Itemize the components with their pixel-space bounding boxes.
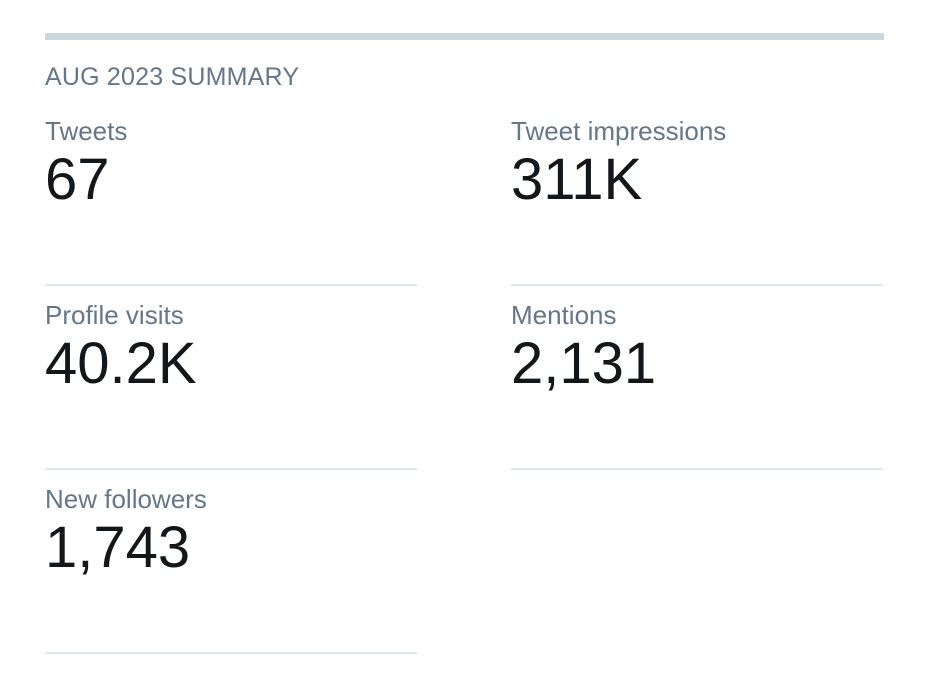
stat-value: 67 bbox=[45, 147, 110, 212]
stat-value: 311K bbox=[511, 147, 643, 212]
stat-tweet-impressions: Tweet impressions 311K bbox=[511, 110, 883, 286]
top-divider bbox=[45, 33, 884, 40]
stat-new-followers: New followers 1,743 bbox=[45, 478, 417, 654]
stat-value: 40.2K bbox=[45, 331, 197, 396]
stat-value: 2,131 bbox=[511, 331, 657, 396]
stat-profile-visits: Profile visits 40.2K bbox=[45, 294, 417, 470]
stat-label: Tweet impressions bbox=[511, 116, 727, 146]
stat-label: Mentions bbox=[511, 300, 617, 330]
stat-label: Profile visits bbox=[45, 300, 184, 330]
stat-label: New followers bbox=[45, 484, 207, 514]
summary-title: AUG 2023 SUMMARY bbox=[45, 63, 300, 91]
stat-value: 1,743 bbox=[45, 515, 191, 580]
stat-label: Tweets bbox=[45, 116, 128, 146]
summary-panel: AUG 2023 SUMMARY Tweets 67 Tweet impress… bbox=[45, 33, 884, 654]
stat-tweets: Tweets 67 bbox=[45, 110, 417, 286]
stat-mentions: Mentions 2,131 bbox=[511, 294, 883, 470]
